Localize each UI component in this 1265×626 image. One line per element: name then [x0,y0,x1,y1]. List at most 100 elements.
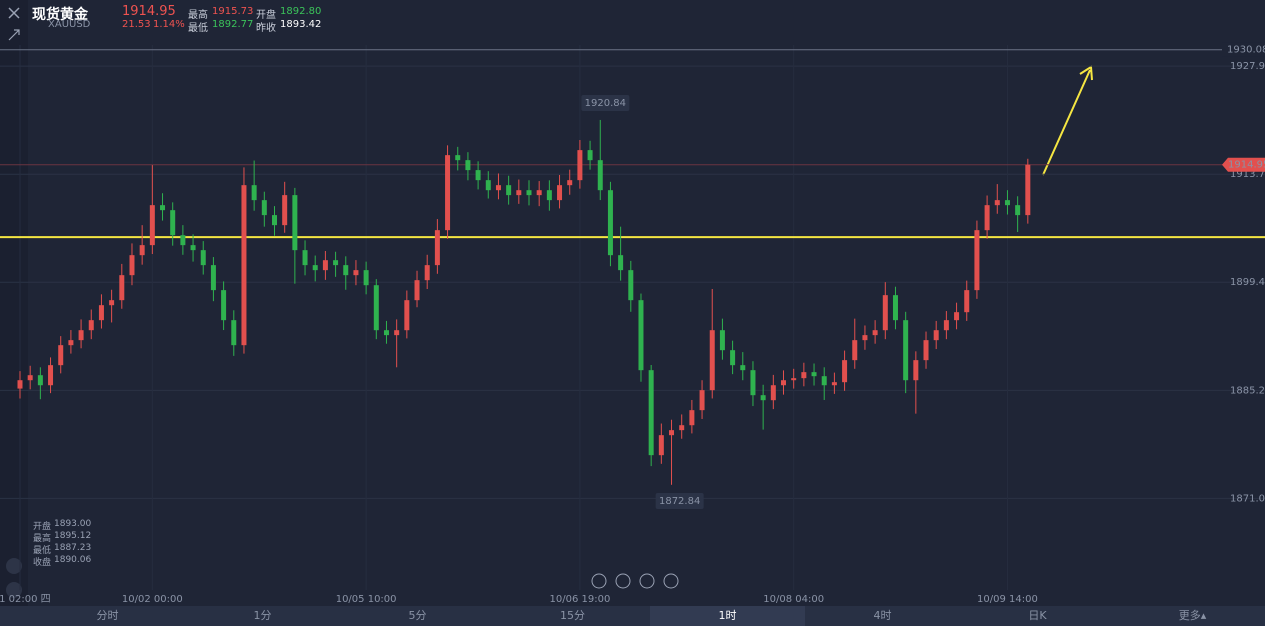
candle-body [343,265,349,276]
change: 21.53 [122,19,151,30]
candle-body [801,372,807,379]
candle-body [709,330,715,391]
candle-body [78,330,84,341]
candle-body [638,300,644,371]
candle-body [587,150,593,161]
alert-tag [1222,42,1265,57]
value: 1895.12 [54,531,92,541]
price: 1914.95 [122,4,176,19]
candle-body [852,340,858,361]
candle-body [129,255,135,276]
tab[interactable]: 1时 [718,609,737,622]
x-tick-label: /01 02:00 四 [0,594,51,605]
tab[interactable]: 15分 [560,609,585,622]
zoom-in[interactable] [663,573,679,589]
tab[interactable]: 更多▴ [1178,609,1207,622]
alert-label: 1930.08 [1227,45,1265,56]
candle-body [241,185,247,346]
candle-body [88,320,94,331]
candle-body [1025,164,1031,216]
y-tick-label: 1927.92 [1230,61,1265,72]
arrow-annotation [1042,65,1093,176]
candle-body [1004,200,1010,206]
candle-body [607,190,613,256]
value: 1915.73 [212,6,254,17]
tab[interactable]: 分时 [96,609,119,622]
extreme-tag [655,493,704,509]
tab[interactable]: 日K [1028,609,1047,622]
candle-body [719,330,725,351]
candle-body [17,380,23,389]
tool-icon[interactable] [6,558,22,574]
candle-body [597,160,603,191]
value: 1892.77 [212,19,254,30]
candle-body [475,170,481,181]
candle-body [781,380,786,386]
candle-body [730,350,736,366]
candle-body [200,250,206,266]
candle-body [882,295,888,331]
label: 收盘 [33,558,52,568]
candle-body [363,270,369,286]
candle-body [455,155,461,161]
candle-body [658,435,664,456]
zoom-out[interactable] [591,573,607,589]
forward[interactable] [639,573,655,589]
candle-body [292,195,298,251]
candle-body [791,378,797,381]
candle-body [618,255,624,271]
candle-body [119,275,125,301]
candle-body [272,215,277,226]
value: 1890.06 [54,555,92,565]
title: 现货黄金 [32,7,88,23]
candle-body [394,330,400,336]
tool-icon[interactable] [6,582,22,598]
candle-body [465,160,471,171]
candle-body [669,430,675,436]
candle-body [424,265,430,281]
candle-body [760,395,766,401]
candle-body [923,340,929,361]
rewind[interactable] [615,573,631,589]
x-tick-label: 10/08 04:00 [763,594,824,605]
tab[interactable]: 4时 [873,609,892,622]
value: 1893.42 [280,19,322,30]
x-tick-label: 10/06 19:00 [549,594,610,605]
close-icon[interactable] [8,7,20,19]
bottom-bar [0,606,1265,626]
candle-body [139,245,145,256]
candle-body [149,205,155,246]
value: 1892.80 [280,6,322,17]
candle-body [434,230,440,266]
extreme-tag [581,95,630,111]
value: 1893.00 [54,519,92,529]
candle-body [1015,205,1021,216]
left-toolbar [0,0,28,606]
extreme-label: 1920.84 [585,98,626,109]
candle-body [628,270,634,301]
candle-body [333,260,339,266]
active-tab-bg [650,606,805,626]
candle-body [282,195,288,226]
candle-body [648,370,654,456]
candle-body [557,185,563,201]
candle-body [160,205,166,211]
label: 开盘 [256,10,276,21]
candle-body [679,425,685,431]
candle-body [516,190,522,196]
tab[interactable]: 1分 [253,609,272,622]
last-price-tag [1222,157,1265,172]
candle-body [994,200,1000,206]
tab[interactable]: 5分 [408,609,427,622]
candle-body [312,265,318,271]
candle-body [526,190,532,196]
candle-body [261,200,267,216]
candle-body [567,180,573,186]
candle-body [770,385,776,401]
candle-body [251,185,257,201]
candle-body [740,365,746,371]
candle-body [842,360,848,383]
draw-icon[interactable] [8,29,20,41]
candle-body [231,320,237,346]
label: 最高 [33,534,52,544]
